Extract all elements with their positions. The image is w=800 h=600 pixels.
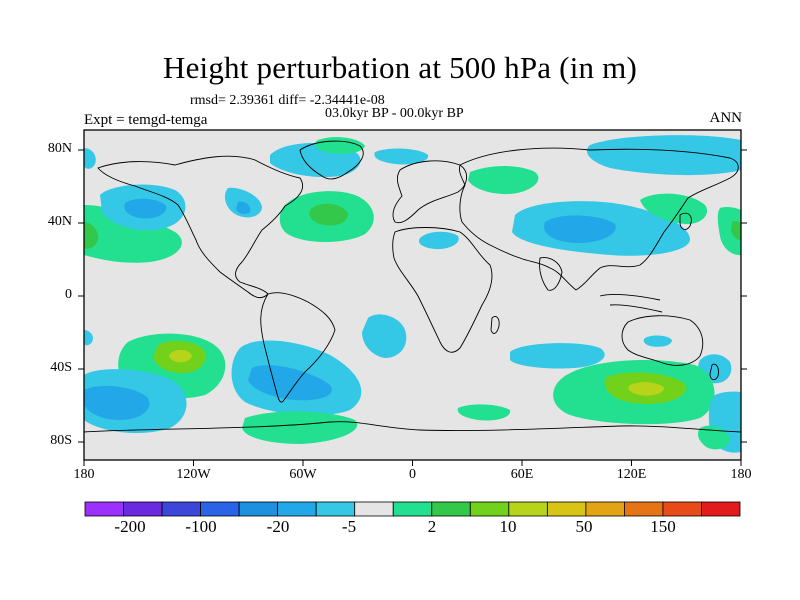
- lat-ticks: [78, 149, 747, 443]
- colorbar-swatch: [84, 501, 124, 517]
- contour-cyan-arctic-2: [374, 148, 429, 165]
- contour-cyan-np-small: [84, 148, 96, 169]
- contour-blue-asia: [544, 215, 616, 244]
- lat-label-80s: 80S: [50, 433, 72, 448]
- season-label: ANN: [709, 110, 743, 126]
- colorbar-swatch: [392, 501, 433, 517]
- indonesia-outline: [599, 293, 663, 313]
- colorbar-label-neg200: -200: [114, 517, 146, 536]
- contour-lime-east-edge: [731, 221, 741, 240]
- colorbar-swatch: [624, 501, 664, 517]
- contour-cyan-satl: [362, 314, 407, 358]
- colorbar-swatch: [161, 501, 201, 517]
- contour-green-east-edge: [717, 207, 741, 256]
- lon-label-60w: 60W: [289, 467, 317, 482]
- japan-outline: [679, 212, 692, 230]
- antarctica-outline: [84, 421, 741, 433]
- experiment-label: Expt = temgd-temga: [84, 112, 208, 128]
- contour-yellow-so-aus: [628, 382, 664, 396]
- period-text: 03.0kyr BP - 00.0kyr BP: [325, 106, 464, 121]
- lat-label-0: 0: [65, 287, 72, 302]
- contour-blue-np: [124, 198, 167, 219]
- lat-label-40n: 40N: [47, 214, 72, 229]
- lon-label-120e: 120E: [616, 467, 647, 482]
- contour-green-so-2: [457, 404, 511, 421]
- colorbar-label-neg100: -100: [185, 517, 217, 536]
- lat-label-40s: 40S: [50, 360, 72, 375]
- colorbar-swatch: [123, 501, 163, 517]
- madagascar-outline: [490, 315, 500, 334]
- colorbar-swatch: [585, 501, 625, 517]
- colorbar-swatch: [277, 501, 317, 517]
- contour-blue-sp-west: [84, 385, 150, 420]
- colorbar-swatch: [546, 501, 587, 517]
- contour-blue-na: [236, 201, 251, 215]
- greenland-outline: [299, 140, 364, 180]
- contour-field: [84, 135, 741, 453]
- colorbar-label-50: 50: [575, 517, 593, 536]
- contour-lime-west: [84, 222, 99, 249]
- north-america-outline: [97, 155, 304, 299]
- colorbar-label-10: 10: [499, 517, 517, 536]
- contour-cyan-med: [418, 231, 459, 250]
- colorbar-swatch: [238, 501, 279, 517]
- lon-label-120w: 120W: [176, 467, 211, 482]
- colorbar-swatch: [508, 501, 548, 517]
- colorbar-swatch: [200, 501, 240, 517]
- australia-outline: [621, 315, 704, 366]
- colorbar-label-neg20: -20: [266, 517, 290, 536]
- colorbar-swatch: [315, 501, 356, 517]
- africa-outline: [392, 227, 493, 353]
- lon-label-0: 0: [409, 467, 416, 482]
- colorbar-swatch: [662, 501, 702, 517]
- contour-blue-sa: [248, 365, 332, 401]
- colorbar-swatch: [701, 501, 741, 517]
- chart-title: Height perturbation at 500 hPa (in m): [162, 50, 638, 85]
- colorbar-label-neg5: -5: [341, 517, 357, 536]
- colorbar-swatch: [431, 501, 471, 517]
- colorbar-label-150: 150: [650, 517, 676, 536]
- contour-cyan-siberia: [586, 135, 741, 176]
- lon-label-180e: 180: [730, 467, 752, 482]
- contour-green-np-west: [84, 205, 182, 263]
- contour-green-eurasia: [468, 166, 539, 195]
- colorbar-swatch: [354, 501, 394, 517]
- contour-cyan-aus: [643, 335, 672, 347]
- asia-outline: [459, 147, 739, 291]
- south-america-outline: [260, 292, 336, 403]
- continent-outlines: [84, 140, 741, 433]
- new-zealand-outline: [709, 363, 719, 381]
- india-outline: [539, 257, 563, 291]
- colorbar-label-2: 2: [427, 517, 437, 536]
- lat-label-80n: 80N: [47, 141, 72, 156]
- contour-cyan-edge-sw: [84, 330, 93, 346]
- contour-yellow-sp-west: [169, 349, 192, 363]
- lon-label-180w: 180: [73, 467, 95, 482]
- colorbar-swatch: [469, 501, 510, 517]
- contour-lime-na: [309, 203, 348, 226]
- lon-label-60e: 60E: [510, 467, 534, 482]
- contour-green-so-1: [242, 411, 358, 444]
- colorbar: [84, 501, 741, 517]
- contour-cyan-indian: [510, 343, 605, 369]
- contour-green-edge-se: [697, 425, 730, 450]
- stats-text: rmsd= 2.39361 diff= -2.34441e-08: [190, 93, 385, 108]
- lon-ticks: [83, 460, 742, 466]
